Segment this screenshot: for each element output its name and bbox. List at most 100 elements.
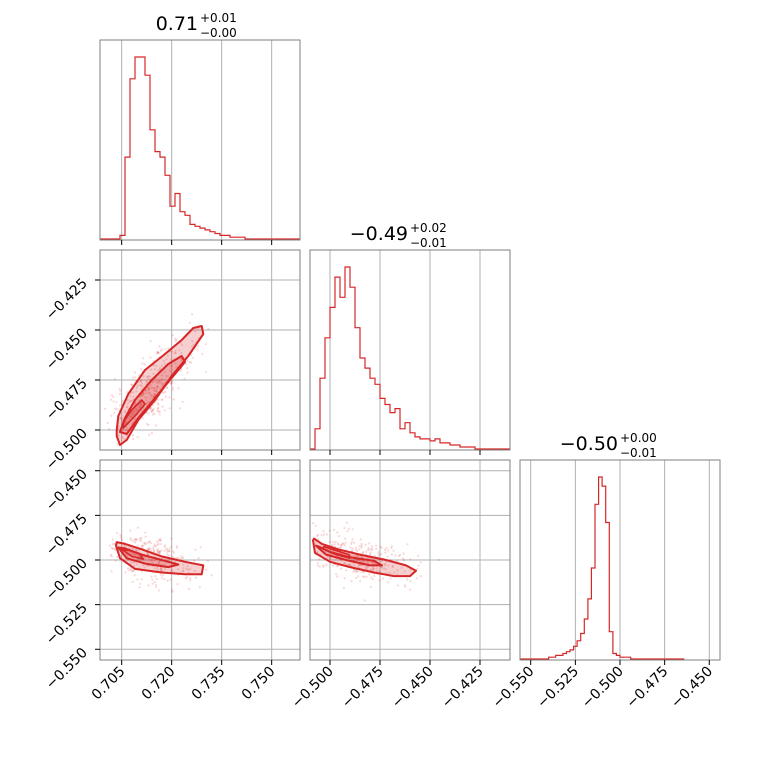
pair-0-1-point xyxy=(132,437,135,440)
hist-2-xtick-label-2: −0.500 xyxy=(579,664,627,712)
pair-0-2-ytick-label-3: −0.475 xyxy=(43,511,91,559)
pair-0-1-point xyxy=(132,410,135,413)
pair-0-2-point xyxy=(163,545,166,549)
pair-0-1-point xyxy=(157,369,160,372)
pair-1-2-point xyxy=(351,547,354,550)
pair-0-1-point xyxy=(153,387,156,390)
pair-0-1-point xyxy=(154,390,157,393)
pair-1-2-point xyxy=(397,554,400,558)
pair-0-2-point xyxy=(129,567,132,570)
pair-0-2-point xyxy=(124,571,127,574)
pair-0-2-point xyxy=(171,589,174,592)
pair-0-2-point xyxy=(155,549,158,552)
pair-0-2-point xyxy=(138,559,141,562)
pair-0-1-point xyxy=(147,387,150,390)
pair-0-1-point xyxy=(156,351,159,355)
pair-1-2-point xyxy=(339,567,343,570)
pair-0-1-ytick-label-0: −0.500 xyxy=(43,426,91,474)
pair-0-2-point xyxy=(133,574,136,577)
pair-0-2-point xyxy=(161,569,164,573)
pair-0-2-point xyxy=(163,544,166,547)
pair-1-2-point xyxy=(360,546,363,549)
pair-0-2-point xyxy=(170,537,173,540)
pair-1-2-point xyxy=(400,566,403,569)
pair-0-2-point xyxy=(159,539,162,542)
pair-0-2-point xyxy=(144,535,147,538)
hist-0-title-plus: +0.01 xyxy=(200,11,237,25)
pair-0-1-point xyxy=(190,361,193,364)
pair-0-1-point xyxy=(154,424,158,427)
hist-1-title-median: −0.49 xyxy=(350,223,408,245)
pair-0-2-point xyxy=(147,548,150,551)
pair-0-1-point xyxy=(153,393,156,396)
pair-0-1-point xyxy=(152,408,155,411)
pair-1-2-point xyxy=(390,545,393,548)
pair-1-2-point xyxy=(350,541,353,544)
pair-0-1-point xyxy=(169,382,173,385)
pair-0-2-point xyxy=(193,569,196,573)
pair-1-2-point xyxy=(353,541,356,545)
pair-0-1-point xyxy=(139,380,142,383)
pair-0-1-point xyxy=(140,384,143,387)
pair-1-2-point xyxy=(346,530,349,533)
pair-0-1-point xyxy=(146,376,149,379)
pair-1-2-point xyxy=(356,549,359,553)
pair-1-2-point xyxy=(368,548,371,551)
pair-1-2-point xyxy=(366,565,369,569)
pair-0-2-ytick-label-1: −0.525 xyxy=(43,600,91,648)
pair-0-2-point xyxy=(153,545,156,548)
pair-1-2-point xyxy=(364,567,367,570)
pair-1-2-point xyxy=(394,554,397,557)
pair-0-1-point xyxy=(140,382,144,385)
pair-0-1-point xyxy=(164,390,167,393)
pair-1-2-point xyxy=(368,542,371,545)
pair-0-1-point xyxy=(163,409,166,412)
pair-1-2-point xyxy=(401,557,405,560)
pair-0-2-point xyxy=(176,583,179,586)
pair-0-1-point xyxy=(147,387,150,390)
pair-0-1-point xyxy=(141,417,144,420)
pair-1-2-point xyxy=(375,544,378,547)
pair-1-2-point xyxy=(384,548,387,552)
pair-0-2-point xyxy=(177,568,180,571)
pair-0-2-point xyxy=(133,538,136,541)
pair-0-1-point xyxy=(110,394,113,397)
pair-0-1-point xyxy=(136,436,139,439)
pair-1-2-point xyxy=(363,599,366,602)
pair-1-2-point xyxy=(366,561,369,564)
pair-1-2-point xyxy=(383,567,386,570)
pair-0-2-xtick-label-2: 0.735 xyxy=(189,664,229,704)
pair-0-1-point xyxy=(113,411,116,414)
pair-0-1-point xyxy=(116,443,119,446)
pair-0-2-point xyxy=(136,578,139,581)
pair-0-1-ytick-label-1: −0.475 xyxy=(43,376,91,424)
pair-0-1-point xyxy=(174,337,177,340)
pair-1-2-point xyxy=(350,580,353,583)
pair-1-2-point xyxy=(317,558,321,561)
pair-0-1-point xyxy=(131,412,134,415)
pair-0-2-point xyxy=(182,563,185,566)
pair-1-2-point xyxy=(343,577,346,580)
pair-0-2-point xyxy=(138,586,141,589)
pair-0-2-point xyxy=(153,559,156,562)
pair-0-1-point xyxy=(180,358,183,361)
pair-1-2-point xyxy=(367,562,370,565)
pair-0-2-point xyxy=(149,559,152,562)
pair-1-2-point xyxy=(419,561,422,564)
pair-0-1-point xyxy=(174,362,177,365)
pair-1-2-point xyxy=(391,565,394,569)
pair-0-1-point xyxy=(164,375,168,378)
pair-0-1-point xyxy=(165,358,168,361)
pair-1-2-frame xyxy=(309,459,511,661)
pair-1-2-point xyxy=(342,586,345,590)
pair-0-1-point xyxy=(149,340,152,343)
pair-1-2-point xyxy=(317,561,320,564)
pair-1-2-point xyxy=(358,555,361,559)
pair-0-1-point xyxy=(156,407,159,410)
pair-1-2-point xyxy=(417,554,420,558)
pair-0-2-point xyxy=(158,550,161,553)
pair-0-1-point xyxy=(148,433,151,436)
pair-0-1-point xyxy=(169,369,172,373)
pair-0-1-point xyxy=(160,364,163,367)
hist-1-title-minus: −0.01 xyxy=(410,236,447,250)
